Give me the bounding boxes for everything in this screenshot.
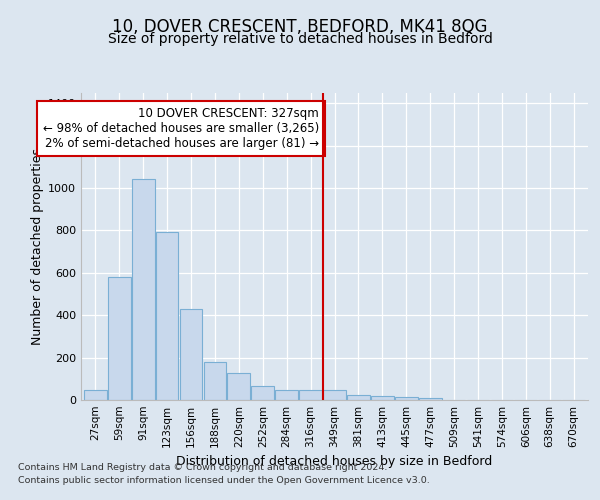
- Bar: [108, 278, 131, 400]
- Bar: [323, 390, 346, 400]
- Bar: [179, 309, 202, 400]
- Bar: [419, 398, 442, 400]
- X-axis label: Distribution of detached houses by size in Bedford: Distribution of detached houses by size …: [176, 456, 493, 468]
- Bar: [251, 386, 274, 400]
- Y-axis label: Number of detached properties: Number of detached properties: [31, 148, 44, 345]
- Bar: [347, 394, 370, 400]
- Bar: [132, 180, 155, 400]
- Text: 10 DOVER CRESCENT: 327sqm
← 98% of detached houses are smaller (3,265)
2% of sem: 10 DOVER CRESCENT: 327sqm ← 98% of detac…: [43, 108, 319, 150]
- Bar: [156, 232, 178, 400]
- Bar: [371, 396, 394, 400]
- Text: Size of property relative to detached houses in Bedford: Size of property relative to detached ho…: [107, 32, 493, 46]
- Bar: [227, 374, 250, 400]
- Text: Contains public sector information licensed under the Open Government Licence v3: Contains public sector information licen…: [18, 476, 430, 485]
- Bar: [84, 390, 107, 400]
- Bar: [395, 397, 418, 400]
- Bar: [203, 362, 226, 400]
- Text: Contains HM Land Registry data © Crown copyright and database right 2024.: Contains HM Land Registry data © Crown c…: [18, 462, 388, 471]
- Bar: [275, 390, 298, 400]
- Bar: [299, 390, 322, 400]
- Text: 10, DOVER CRESCENT, BEDFORD, MK41 8QG: 10, DOVER CRESCENT, BEDFORD, MK41 8QG: [112, 18, 488, 36]
